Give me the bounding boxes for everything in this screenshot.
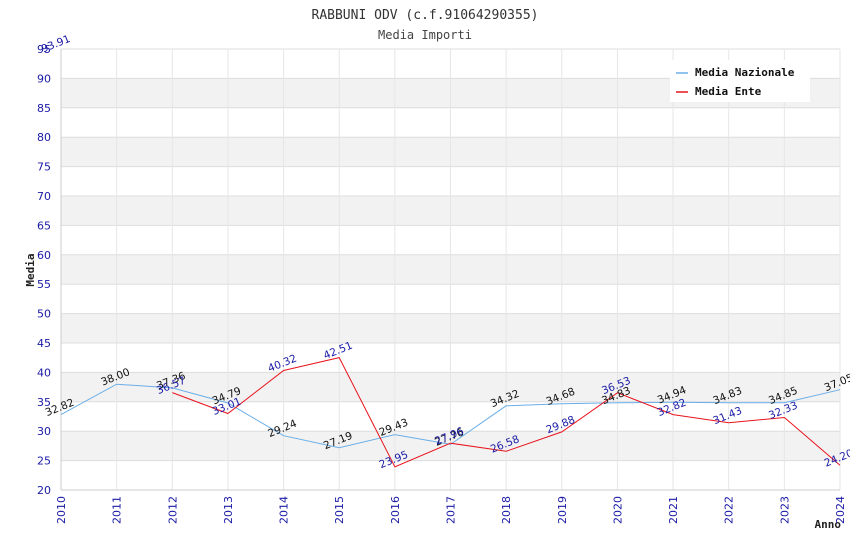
y-tick-label: 70 bbox=[37, 190, 51, 203]
x-tick-label: 2015 bbox=[333, 496, 346, 524]
x-tick-label: 2019 bbox=[556, 496, 569, 524]
y-tick-label: 30 bbox=[37, 425, 51, 438]
y-tick-label: 45 bbox=[37, 337, 51, 350]
y-axis-title: Media bbox=[24, 253, 37, 286]
y-tick-label: 40 bbox=[37, 366, 51, 379]
y-tick-label: 60 bbox=[37, 249, 51, 262]
y-tick-label: 65 bbox=[37, 219, 51, 232]
x-tick-label: 2014 bbox=[278, 496, 291, 524]
x-tick-label: 2024 bbox=[834, 496, 847, 524]
y-tick-label: 90 bbox=[37, 72, 51, 85]
x-tick-label: 2016 bbox=[389, 496, 402, 524]
x-tick-label: 2010 bbox=[55, 496, 68, 524]
chart-subtitle: Media Importi bbox=[378, 28, 472, 42]
y-tick-label: 75 bbox=[37, 161, 51, 174]
y-tick-label: 35 bbox=[37, 396, 51, 409]
chart-title: RABBUNI ODV (c.f.91064290355) bbox=[312, 8, 539, 23]
x-tick-label: 2013 bbox=[222, 496, 235, 524]
y-tick-label: 80 bbox=[37, 131, 51, 144]
y-tick-label: 25 bbox=[37, 455, 51, 468]
series-lines bbox=[60, 357, 841, 468]
x-tick-label: 2021 bbox=[667, 496, 680, 524]
x-tick-label: 2012 bbox=[166, 496, 179, 524]
y-axis-ticks: 20 25 30 35 40 45 50 55 60 65 70 75 80 85 90 95 bbox=[37, 43, 51, 497]
x-axis-ticks: 2010 2011 2012 2013 2014 2015 2016 2017 2018 2019… bbox=[55, 496, 847, 524]
y-tick-label: 20 bbox=[37, 484, 51, 497]
y-tick-label: 85 bbox=[37, 102, 51, 115]
series-line bbox=[172, 357, 841, 468]
x-tick-label: 2011 bbox=[111, 496, 124, 524]
legend-label: Media Nazionale bbox=[695, 66, 795, 79]
y-tick-label: 95 bbox=[37, 43, 51, 56]
series-line bbox=[60, 383, 841, 449]
x-tick-label: 2022 bbox=[723, 496, 736, 524]
legend-label: Media Ente bbox=[695, 85, 762, 98]
x-axis-title: Anno bbox=[815, 518, 842, 531]
legend-box bbox=[670, 60, 810, 102]
y-tick-label: 50 bbox=[37, 308, 51, 321]
legend: Media Nazionale Media Ente bbox=[670, 60, 810, 102]
x-tick-label: 2017 bbox=[445, 496, 458, 524]
y-tick-label: 55 bbox=[37, 278, 51, 291]
x-tick-label: 2018 bbox=[500, 496, 513, 524]
x-tick-label: 2023 bbox=[778, 496, 791, 524]
x-tick-label: 2020 bbox=[611, 496, 624, 524]
